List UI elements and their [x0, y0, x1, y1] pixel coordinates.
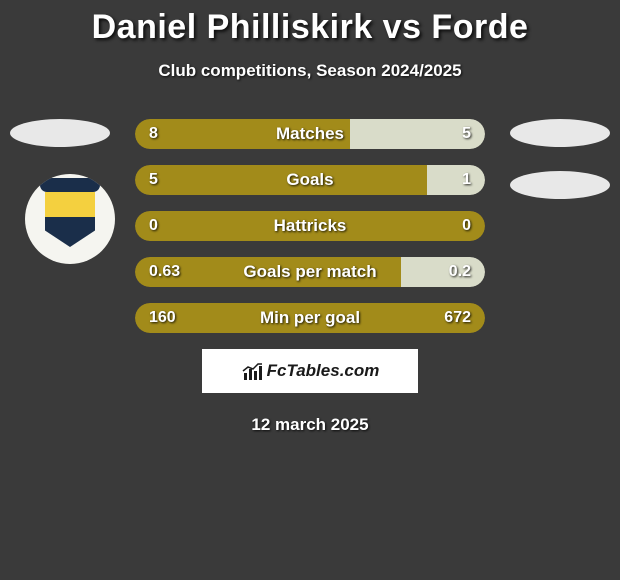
- stat-row: 0.630.2Goals per match: [135, 257, 485, 287]
- stats-area: 85Matches 51Goals 00Hattricks 0.630.2Goals …: [0, 119, 620, 333]
- brand-box: FcTables.com: [202, 349, 418, 393]
- stat-row: 00Hattricks: [135, 211, 485, 241]
- subtitle: Club competitions, Season 2024/2025: [0, 61, 620, 81]
- stat-row: 85Matches: [135, 119, 485, 149]
- stat-label: Goals: [135, 165, 485, 195]
- player1-club-crest: [25, 174, 115, 264]
- player1-badge-top: [10, 119, 110, 147]
- stat-rows: 85Matches 51Goals 00Hattricks 0.630.2Goals …: [135, 119, 485, 333]
- stat-label: Goals per match: [135, 257, 485, 287]
- stat-row: 51Goals: [135, 165, 485, 195]
- player2-badge-top: [510, 119, 610, 147]
- page-title: Daniel Philliskirk vs Forde: [0, 8, 620, 47]
- stat-label: Hattricks: [135, 211, 485, 241]
- stat-label: Min per goal: [135, 303, 485, 333]
- stat-row: 160672Min per goal: [135, 303, 485, 333]
- brand-text: FcTables.com: [267, 361, 380, 381]
- player2-badge-mid: [510, 171, 610, 199]
- date: 12 march 2025: [0, 415, 620, 435]
- brand-chart-icon: [241, 362, 263, 380]
- stat-label: Matches: [135, 119, 485, 149]
